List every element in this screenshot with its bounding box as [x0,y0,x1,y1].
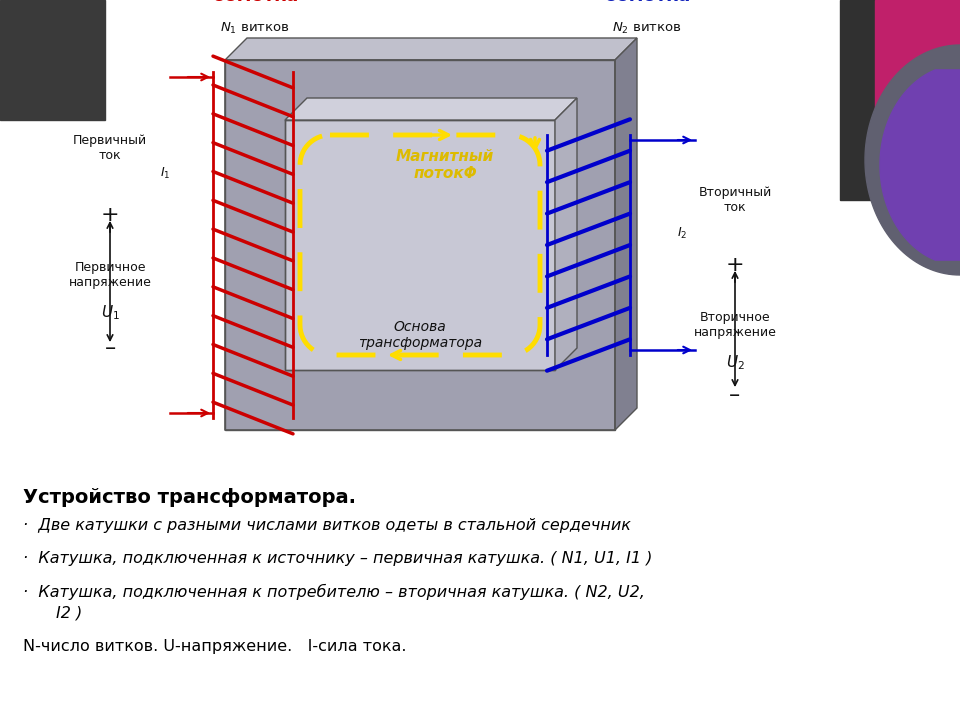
Polygon shape [0,0,105,120]
Polygon shape [875,0,960,200]
Polygon shape [840,0,960,200]
Polygon shape [865,45,960,275]
Text: ·  Две катушки с разными числами витков одеты в стальной сердечник: · Две катушки с разными числами витков о… [23,518,631,533]
Text: Вторичный
ток: Вторичный ток [698,186,772,214]
Polygon shape [225,60,615,430]
Text: +: + [726,255,744,275]
Text: N-число витков. U-напряжение.   I-сила тока.: N-число витков. U-напряжение. I-сила ток… [23,639,406,654]
Text: Первичное
напряжение: Первичное напряжение [68,261,152,289]
Text: Магнитный
потокΦ: Магнитный потокΦ [396,149,494,181]
Text: Вторичная
обмотка: Вторичная обмотка [592,0,702,5]
Text: $\mathit{U}_2$: $\mathit{U}_2$ [726,354,744,372]
Text: Вторичное
напряжение: Вторичное напряжение [693,311,777,339]
Text: ·  Катушка, подключенная к источнику – первичная катушка. ( N1, U1, I1 ): · Катушка, подключенная к источнику – пе… [23,551,653,566]
Polygon shape [225,38,637,60]
Polygon shape [615,38,637,430]
Text: Устройство трансформатора.: Устройство трансформатора. [23,488,356,507]
Text: $\mathit{N}_1$ витков: $\mathit{N}_1$ витков [220,20,290,35]
Text: $\mathit{I}_2$: $\mathit{I}_2$ [677,225,687,240]
Text: –: – [105,338,115,358]
Text: $\mathit{I}_1$: $\mathit{I}_1$ [159,166,170,181]
Polygon shape [285,120,555,370]
Text: Первичная
обмотка: Первичная обмотка [199,0,311,5]
Polygon shape [285,98,577,120]
Text: Первичный
ток: Первичный ток [73,134,147,162]
Text: I2 ): I2 ) [56,606,83,621]
Polygon shape [880,70,960,260]
Text: ·  Катушка, подключенная к потребителю – вторичная катушка. ( N2, U2,: · Катушка, подключенная к потребителю – … [23,584,645,600]
Text: –: – [730,385,740,405]
Text: Основа
трансформатора: Основа трансформатора [358,320,482,350]
Polygon shape [555,98,577,370]
Text: $\mathit{U}_1$: $\mathit{U}_1$ [101,304,119,323]
Text: $\mathit{N}_2$ витков: $\mathit{N}_2$ витков [612,20,682,35]
Text: +: + [101,205,119,225]
